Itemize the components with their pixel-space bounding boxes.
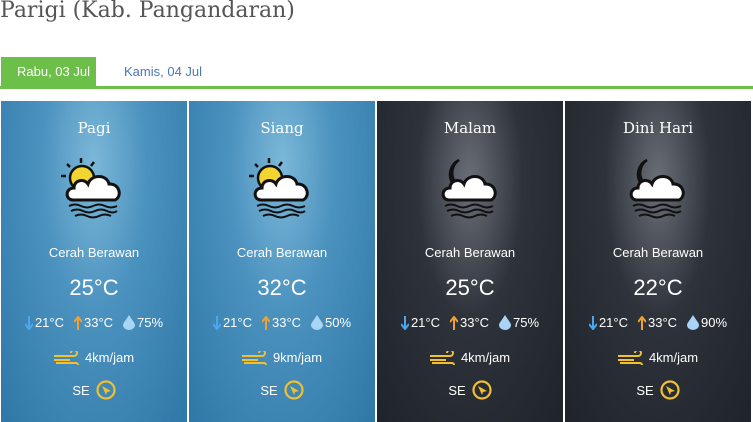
arrow-down-icon — [212, 315, 221, 330]
temp-high: 33°C — [459, 315, 490, 330]
temperature: 22°C — [633, 275, 683, 300]
forecast-panel-siang: Siang Cerah Berawan 32°C 21°C 33°C 50% 9… — [189, 101, 375, 422]
humidity: 75% — [137, 315, 164, 330]
forecast-panel-malam: Malam Cerah Berawan 25°C 21°C 33°C 75% 4… — [377, 101, 563, 422]
humidity-drop-icon — [311, 315, 324, 330]
temp-high: 33°C — [647, 315, 678, 330]
forecast-panel-dini-hari: Dini Hari Cerah Berawan 22°C 21°C 33°C 9… — [565, 101, 751, 422]
condition: Cerah Berawan — [612, 245, 704, 260]
temperature: 25°C — [69, 275, 119, 300]
temp-high: 33°C — [83, 315, 114, 330]
period-title: Pagi — [77, 119, 111, 137]
wind-icon — [617, 350, 643, 365]
compass-direction-icon — [96, 380, 116, 400]
arrow-down-icon — [24, 315, 33, 330]
sun-cloud-icon — [61, 158, 121, 219]
temp-low: 21°C — [34, 315, 64, 330]
humidity: 50% — [325, 315, 352, 330]
compass-direction-icon — [472, 380, 492, 400]
arrow-up-icon — [637, 315, 646, 330]
condition: Cerah Berawan — [236, 245, 328, 260]
tab-rabu[interactable]: Rabu, 03 Jul — [1, 57, 96, 86]
temp-low: 21°C — [598, 315, 628, 330]
wind-speed: 4km/jam — [648, 350, 699, 365]
temp-low: 21°C — [222, 315, 252, 330]
wind-direction: SE — [260, 382, 278, 398]
compass-direction-icon — [660, 380, 680, 400]
moon-cloud-icon — [629, 158, 685, 219]
temp-low: 21°C — [410, 315, 440, 330]
tab-kamis[interactable]: Kamis, 04 Jul — [124, 64, 203, 79]
wind-direction: SE — [636, 382, 654, 398]
temp-high: 33°C — [271, 315, 302, 330]
wind-speed: 9km/jam — [272, 350, 323, 365]
period-title: Siang — [260, 119, 304, 137]
humidity: 90% — [701, 315, 728, 330]
arrow-up-icon — [449, 315, 458, 330]
wind-icon — [241, 350, 267, 365]
wind-speed: 4km/jam — [460, 350, 511, 365]
humidity-drop-icon — [687, 315, 700, 330]
page-title: Parigi (Kab. Pangandaran) — [0, 0, 295, 23]
wind-icon — [53, 350, 79, 365]
condition: Cerah Berawan — [48, 245, 140, 260]
date-tabs: Rabu, 03 Jul Kamis, 04 Jul — [0, 57, 753, 89]
arrow-up-icon — [73, 315, 82, 330]
period-title: Dini Hari — [622, 119, 694, 137]
temperature: 25°C — [445, 275, 495, 300]
forecast-panel-pagi: Pagi Cerah Berawan 25°C 21°C 33°C 75% 4k… — [1, 101, 187, 422]
wind-direction: SE — [448, 382, 466, 398]
sun-cloud-icon — [249, 158, 309, 219]
humidity-drop-icon — [123, 315, 136, 330]
arrow-up-icon — [261, 315, 270, 330]
wind-direction: SE — [72, 382, 90, 398]
arrow-down-icon — [588, 315, 597, 330]
humidity: 75% — [513, 315, 540, 330]
period-title: Malam — [443, 119, 497, 137]
arrow-down-icon — [400, 315, 409, 330]
wind-icon — [429, 350, 455, 365]
temperature: 32°C — [257, 275, 307, 300]
condition: Cerah Berawan — [424, 245, 516, 260]
moon-cloud-icon — [441, 158, 497, 219]
wind-speed: 4km/jam — [84, 350, 135, 365]
humidity-drop-icon — [499, 315, 512, 330]
compass-direction-icon — [284, 380, 304, 400]
